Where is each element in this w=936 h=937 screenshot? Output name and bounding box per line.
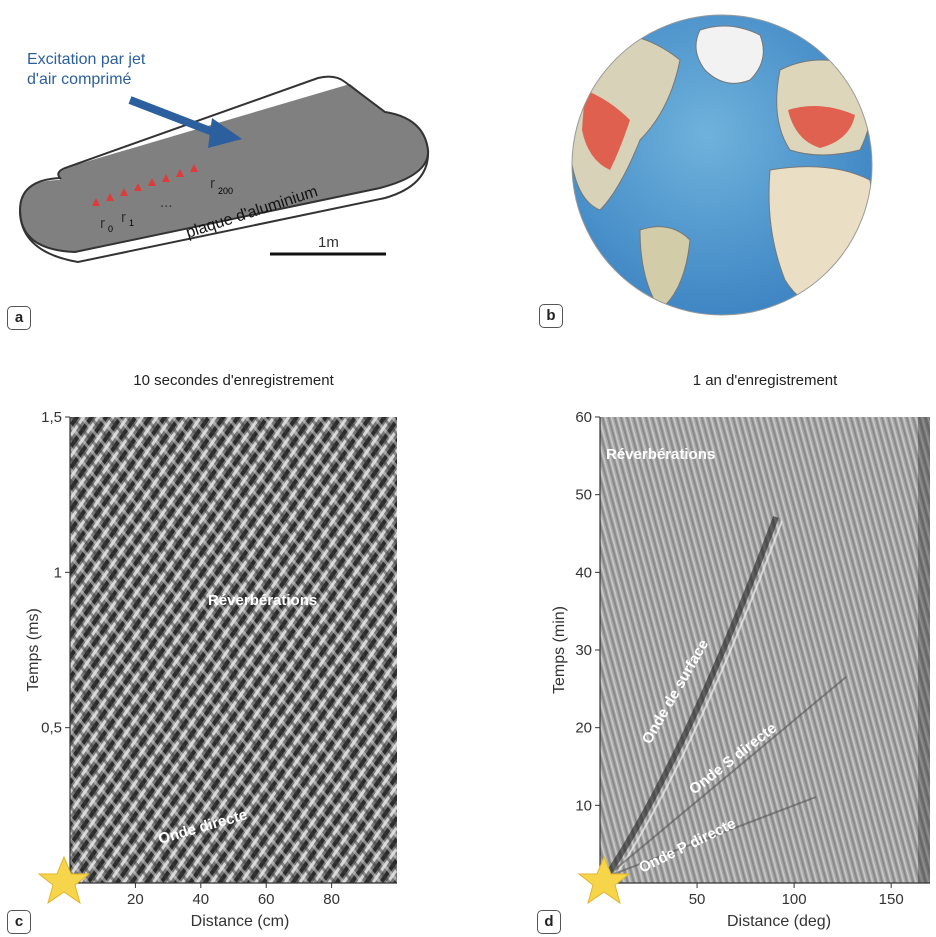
- chart-d-ytick-label: 50: [575, 487, 592, 504]
- chart-c: 20 40 60 800,511,5 Réverbérations Onde dire…: [25, 409, 397, 930]
- chart-d-xtick-label: 150: [879, 891, 904, 908]
- chart-d-title: 1 an d'enregistrement: [692, 372, 838, 389]
- chart-c-ytick-label: 1: [54, 564, 62, 581]
- scale-label: 1m: [318, 234, 339, 251]
- badge-c: c: [7, 910, 31, 934]
- chart-d-ytick-label: 30: [575, 642, 592, 659]
- plate-top-outline: [18, 75, 430, 254]
- source-star-c: [37, 855, 91, 905]
- chart-c-ytick-label: 0,5: [41, 720, 62, 737]
- excitation-label: Excitation par jet d'air comprimé: [27, 50, 145, 90]
- r1-sub: 1: [129, 218, 134, 228]
- chart-d-ytick-label: 10: [575, 797, 592, 814]
- r0-label: r: [100, 215, 105, 232]
- excitation-arrow-head: [208, 118, 242, 148]
- chart-c-xtick-label: 20: [127, 891, 144, 908]
- chart-c-annot-reverb: Réverbérations: [208, 592, 317, 609]
- chart-c-plot-overlay: [70, 417, 397, 883]
- plate-diagram: r 0 r 1 ... r 200 plaque d'aluminium 1m: [18, 75, 430, 264]
- r0-sub: 0: [108, 224, 113, 234]
- chart-d-xtick-label: 100: [782, 891, 807, 908]
- panel-b: b: [470, 0, 936, 330]
- panel-a: Excitation par jet d'air comprimé r 0 r …: [0, 0, 470, 330]
- chart-c-ytick-label: 1,5: [41, 409, 62, 426]
- chart-c-xlabel: Distance (cm): [191, 913, 290, 930]
- chart-d-xlabel: Distance (deg): [727, 913, 831, 930]
- chart-c-xtick-label: 60: [258, 891, 275, 908]
- excitation-arrow-shaft: [128, 96, 220, 138]
- chart-c-title: 10 secondes d'enregistrement: [133, 372, 334, 389]
- chart-d-ytick-label: 40: [575, 564, 592, 581]
- chart-c-xtick-label: 80: [323, 891, 340, 908]
- chart-d-surface-wave: [603, 515, 779, 879]
- chart-d-p-wave: [605, 796, 817, 878]
- dots-label: ...: [160, 194, 173, 211]
- chart-d-ytick-label: 20: [575, 720, 592, 737]
- r200-label: r: [210, 175, 215, 192]
- chart-d-ylabel: Temps (min): [551, 606, 568, 694]
- globe-map: [571, 14, 873, 316]
- chart-c-xtick-label: 40: [192, 891, 209, 908]
- chart-c-ylabel: Temps (ms): [25, 608, 42, 692]
- chart-d-s-wave: [605, 676, 847, 878]
- chart-d-xtick-label: 50: [689, 891, 706, 908]
- chart-d-ytick-label: 60: [575, 409, 592, 426]
- r1-label: r: [121, 209, 126, 226]
- chart-d-annot-reverb: Réverbérations: [606, 446, 715, 463]
- badge-b: b: [539, 304, 563, 328]
- badge-d: d: [537, 910, 561, 934]
- chart-d-plot-bg: [600, 417, 930, 883]
- receiver-array: [92, 164, 198, 206]
- excitation-line-2: d'air comprimé: [27, 71, 132, 88]
- plate-shape: [20, 84, 429, 252]
- badge-a: a: [7, 306, 31, 330]
- excitation-line-1: Excitation par jet: [27, 51, 146, 68]
- source-star-d: [577, 855, 631, 905]
- r200-sub: 200: [218, 186, 233, 196]
